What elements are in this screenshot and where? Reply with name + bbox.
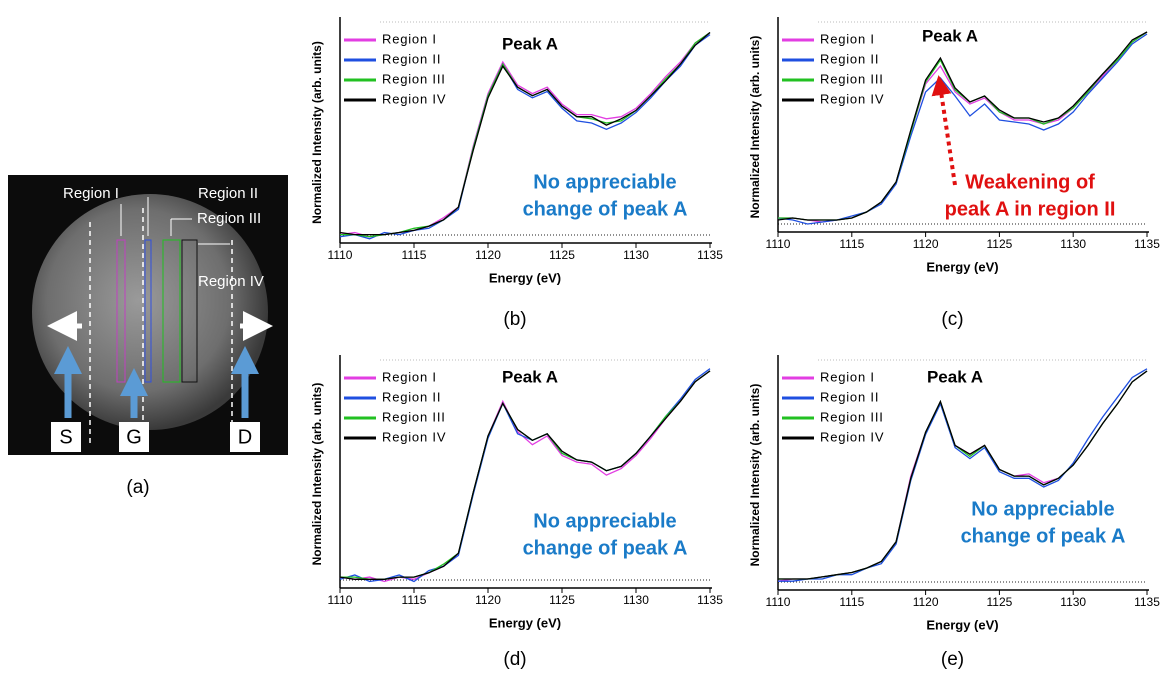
terminal-label: D [238,426,252,448]
x-tick-label: 1125 [549,593,575,607]
peak-label: Peak A [502,34,558,53]
peak-label: Peak A [922,26,978,45]
x-tick-label: 1135 [1134,595,1160,609]
panel-label: (d) [503,649,526,670]
x-tick-label: 1120 [475,248,501,262]
series-line [339,370,711,580]
panel-label: (b) [503,309,526,330]
annotation-arrow [931,75,957,186]
annotation: No appreciable [533,510,676,532]
x-tick-label: 1130 [1060,237,1086,251]
x-tick-label: 1135 [1134,237,1160,251]
x-tick-label: 1120 [475,593,501,607]
panel-a-image: Region I Region II Region III Region IV … [8,175,288,455]
x-tick-label: 1135 [697,248,723,262]
peak-label: Peak A [927,367,983,386]
legend-label: Region III [820,409,884,424]
region-label: Region I [63,185,119,202]
y-axis-title: Normalized Intensity (arb. units) [748,36,762,219]
terminal-label: S [59,426,72,448]
legend-label: Region II [382,51,441,66]
legend-label: Region I [382,369,437,384]
annotation: No appreciable [533,171,676,193]
x-tick-label: 1125 [986,595,1012,609]
terminal-label: G [126,426,142,448]
x-tick-label: 1120 [913,237,939,251]
x-tick-label: 1115 [839,237,864,251]
panel-label: (a) [126,477,149,498]
series-line [339,32,711,236]
annotation: No appreciable [971,498,1114,520]
x-tick-label: 1135 [697,593,723,607]
legend-label: Region IV [382,91,446,106]
annotation: change of peak A [961,525,1126,547]
x-tick-label: 1130 [623,593,649,607]
annotation: change of peak A [523,198,688,220]
series-line [777,31,1148,221]
x-tick-label: 1115 [839,595,864,609]
x-tick-label: 1130 [1060,595,1086,609]
region-label: Region IV [198,273,264,290]
panel-label: (e) [941,649,964,670]
legend-label: Region IV [820,91,884,106]
legend-label: Region I [820,31,875,46]
legend-label: Region IV [382,429,446,444]
legend-label: Region III [382,71,446,86]
x-tick-label: 1110 [766,595,791,609]
x-tick-label: 1125 [549,248,575,262]
legend-label: Region I [820,369,875,384]
x-tick-label: 1110 [328,248,353,262]
region-label: Region III [197,210,261,227]
annotation: change of peak A [523,537,688,559]
x-tick-label: 1115 [402,593,427,607]
region-label: Region II [198,185,258,202]
x-tick-label: 1125 [986,237,1012,251]
x-axis-title: Energy (eV) [489,270,561,285]
x-axis-title: Energy (eV) [926,617,998,632]
x-tick-label: 1120 [913,595,939,609]
y-axis-title: Normalized Intensity (arb. units) [748,384,762,567]
annotation: Weakening of [965,171,1095,193]
peak-label: Peak A [502,367,558,386]
x-tick-label: 1115 [402,248,427,262]
annotation: peak A in region II [945,198,1116,220]
legend-label: Region I [382,31,437,46]
legend-label: Region II [820,389,879,404]
legend-label: Region IV [820,429,884,444]
x-axis-title: Energy (eV) [489,615,561,630]
legend-label: Region II [382,389,441,404]
legend-label: Region III [820,71,884,86]
x-tick-label: 1110 [766,237,791,251]
y-axis-title: Normalized Intensity (arb. units) [310,383,324,566]
legend-label: Region III [382,409,446,424]
x-axis-title: Energy (eV) [926,259,998,274]
x-tick-label: 1110 [328,593,353,607]
x-tick-label: 1130 [623,248,649,262]
series-line [778,370,1148,580]
panel-label: (c) [941,309,963,330]
y-axis-title: Normalized Intensity (arb. units) [310,41,324,224]
legend-label: Region II [820,51,879,66]
series-line [339,34,711,240]
